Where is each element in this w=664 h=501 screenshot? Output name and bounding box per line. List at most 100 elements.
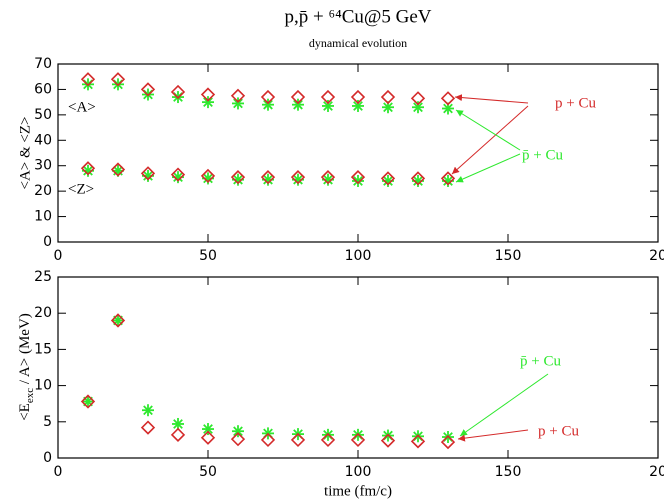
star-marker <box>412 101 424 114</box>
diamond-marker <box>80 394 96 409</box>
x-axis-label: time (fm/c) <box>324 483 392 499</box>
star-stroke <box>203 173 213 184</box>
star-marker <box>142 404 154 417</box>
diamond-marker <box>440 171 456 186</box>
diamond-marker <box>140 82 156 97</box>
y-label-part: <E <box>17 403 33 421</box>
star-stroke <box>323 101 333 111</box>
star-marker <box>172 417 184 430</box>
diamond-marker <box>230 88 246 103</box>
star-stroke <box>383 176 393 186</box>
diamond-marker <box>320 432 336 448</box>
star-stroke <box>83 165 93 176</box>
star-marker <box>292 98 304 111</box>
x-tick-label: 50 <box>199 248 217 264</box>
star-marker <box>112 314 124 327</box>
star-marker <box>82 395 94 408</box>
diamond-marker <box>80 72 96 87</box>
star-stroke <box>203 97 213 108</box>
y-tick-label: 40 <box>34 132 52 148</box>
y-tick-label: 0 <box>43 234 52 250</box>
star-stroke <box>443 103 453 114</box>
star-marker <box>232 425 244 438</box>
series-label: p + Cu <box>538 423 579 439</box>
star-marker <box>202 96 214 109</box>
x-tick-label: 50 <box>199 464 217 480</box>
diamond-marker <box>440 91 456 106</box>
star-stroke <box>413 176 423 186</box>
diamond-marker <box>380 433 396 448</box>
star-stroke <box>293 174 303 185</box>
star-marker <box>352 174 364 187</box>
quantity-label: <A> <box>68 99 96 115</box>
diamond-marker <box>410 434 426 449</box>
star-stroke <box>203 424 213 434</box>
y-tick-label: 5 <box>43 414 52 430</box>
star-stroke <box>443 176 453 186</box>
diamond-marker <box>80 161 96 176</box>
star-stroke <box>173 419 183 429</box>
diamond-marker <box>170 167 186 182</box>
diamond-marker <box>200 430 216 445</box>
diamond-marker <box>380 89 396 105</box>
diamond-marker <box>230 170 246 185</box>
y-tick-label: 30 <box>34 158 52 174</box>
x-tick-label: 0 <box>54 464 63 480</box>
diamond-marker <box>440 434 456 450</box>
x-tick-label: 0 <box>54 248 63 264</box>
diamond-marker <box>110 72 126 87</box>
x-tick-label: 100 <box>345 464 372 480</box>
annotation-arrows <box>451 94 549 442</box>
diamond-marker <box>290 432 306 448</box>
quantity-label: <Z> <box>68 181 94 197</box>
star-stroke <box>173 172 183 183</box>
diamond-marker <box>350 432 366 448</box>
diamond-marker <box>320 89 336 105</box>
diamond-marker <box>170 84 186 100</box>
x-tick-label: 20 <box>649 248 664 264</box>
y-tick-label: 60 <box>34 81 52 97</box>
series-label: p̄ + Cu <box>522 147 563 163</box>
star-stroke <box>233 426 243 437</box>
diamond-marker <box>410 91 426 106</box>
y-tick-label: 0 <box>43 450 52 466</box>
x-tick-label: 150 <box>495 464 522 480</box>
y-tick-label: 10 <box>34 378 52 394</box>
diamond-marker <box>320 170 336 185</box>
star-stroke <box>233 174 243 185</box>
diamond-marker <box>110 162 126 177</box>
diamond-marker <box>410 171 426 186</box>
star-stroke <box>263 174 273 185</box>
star-marker <box>262 98 274 111</box>
diamond-marker <box>200 87 216 102</box>
diamond-marker <box>380 171 396 186</box>
y-tick-label: 20 <box>34 183 52 199</box>
diamond-marker <box>230 432 246 447</box>
y-tick-label: 50 <box>34 107 52 123</box>
y-tick-label: 10 <box>34 209 52 225</box>
star-marker <box>202 423 214 436</box>
star-stroke <box>293 99 303 110</box>
x-tick-label: 150 <box>495 248 522 264</box>
y-axis-label: <Eexc / A> (MeV) <box>17 313 35 421</box>
diamond-marker <box>170 427 186 442</box>
diamond-marker <box>290 170 306 185</box>
star-stroke <box>143 171 153 181</box>
star-stroke <box>323 174 333 185</box>
chart-subtitle: dynamical evolution <box>309 36 407 50</box>
diamond-marker <box>350 89 366 105</box>
star-marker <box>352 99 364 112</box>
y-label-part: / A> (MeV) <box>17 313 33 388</box>
y-axis-label: <A> & <Z> <box>17 116 33 189</box>
star-stroke <box>413 102 423 113</box>
star-stroke <box>143 405 153 416</box>
diamond-marker <box>290 89 306 105</box>
diamond-marker <box>260 170 276 185</box>
y-tick-label: 70 <box>34 56 52 72</box>
star-stroke <box>383 102 393 113</box>
y-tick-label: 25 <box>34 269 52 285</box>
x-tick-label: 100 <box>345 248 372 264</box>
star-stroke <box>353 176 363 186</box>
diamond-marker <box>260 432 276 448</box>
